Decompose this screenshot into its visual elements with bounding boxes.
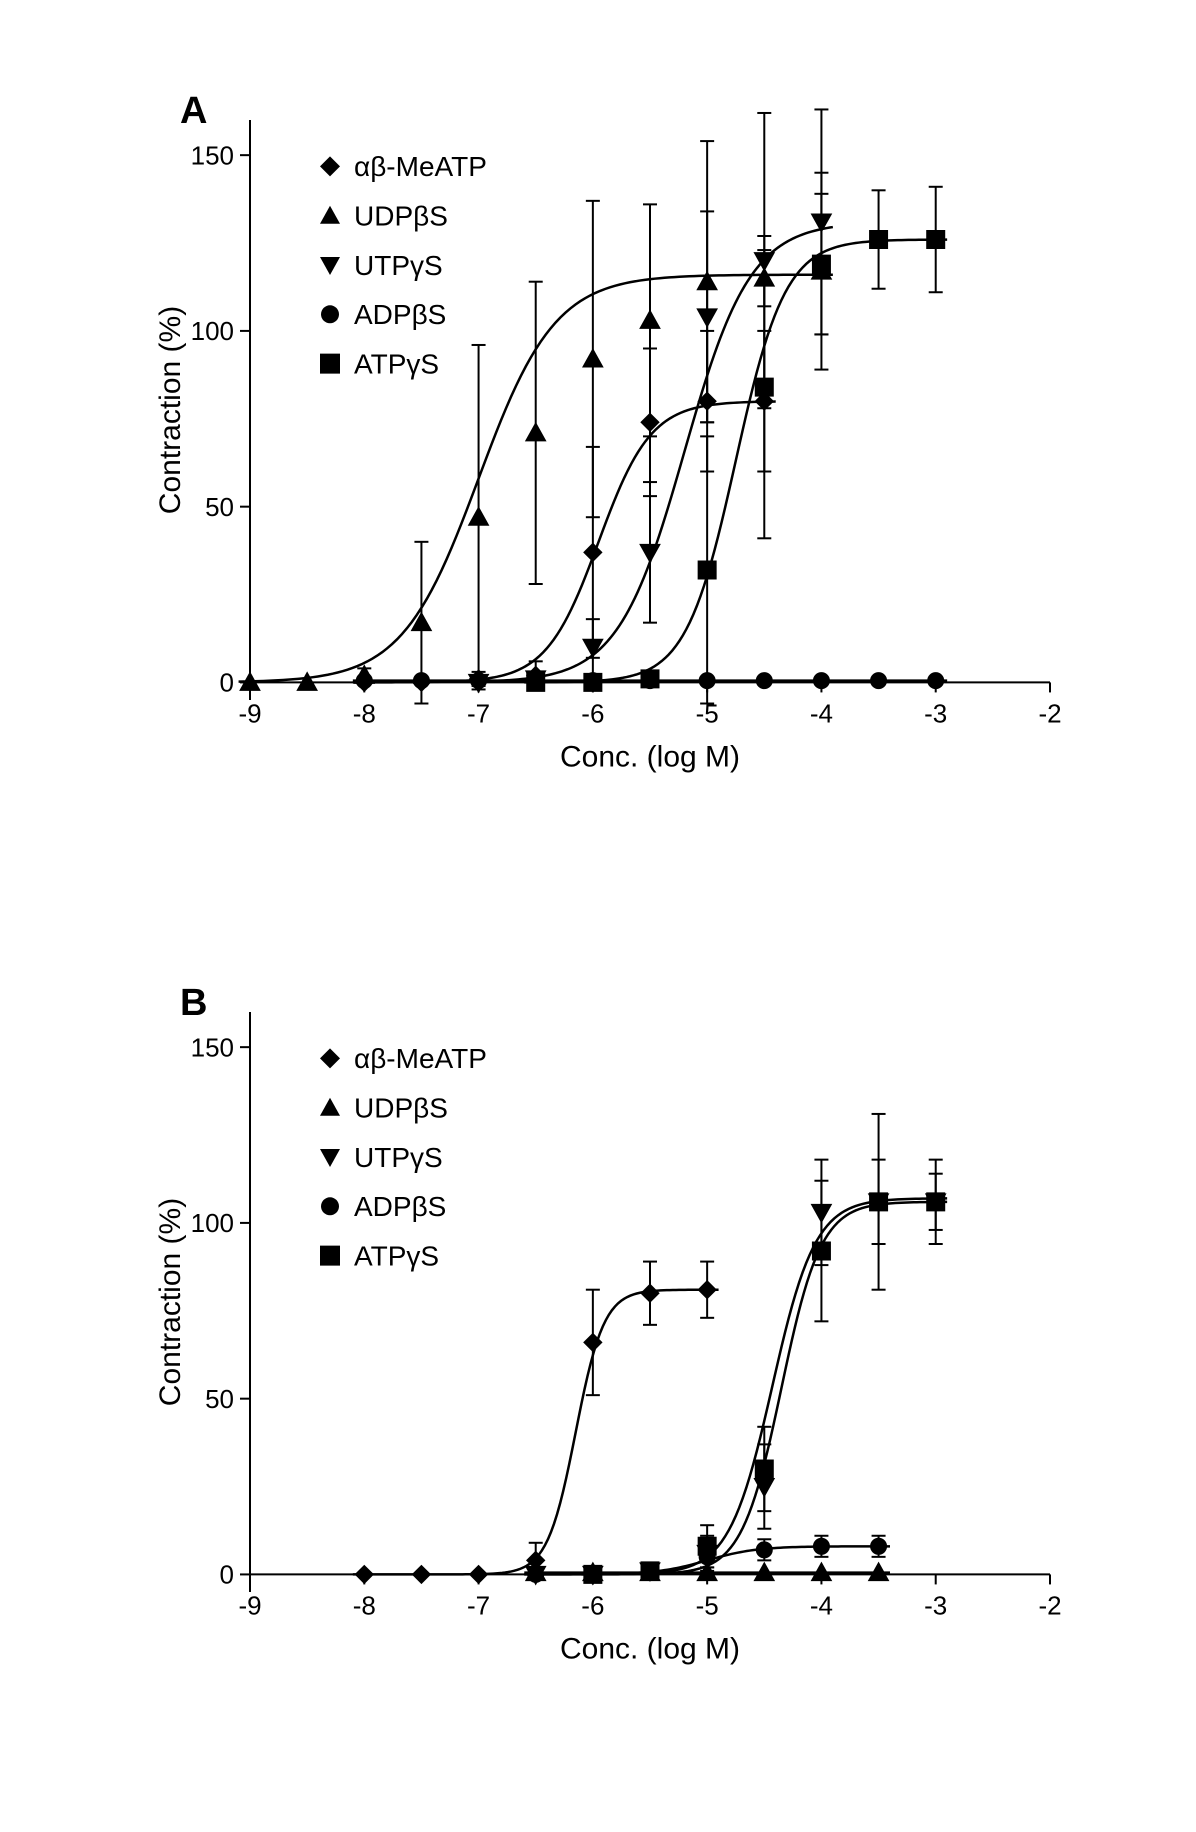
marker-ADPbS — [471, 673, 487, 689]
curve-UTPgS — [524, 1198, 947, 1574]
legend-marker-square-icon — [320, 354, 340, 374]
y-tick-label: 150 — [191, 140, 234, 170]
x-tick-label: -7 — [467, 698, 490, 728]
marker-abMeATP — [355, 1565, 373, 1583]
marker-ATPgS — [755, 1460, 773, 1478]
marker-UTPgS — [811, 214, 831, 232]
chart-A: -9-8-7-6-5-4-3-2Conc. (log M)050100150Co… — [140, 100, 1080, 800]
marker-ATPgS — [755, 378, 773, 396]
legend-marker-circle-icon — [321, 305, 339, 323]
x-tick-label: -8 — [353, 1590, 376, 1620]
x-tick-label: -6 — [581, 1590, 604, 1620]
x-tick-label: -8 — [353, 698, 376, 728]
marker-ATPgS — [870, 1193, 888, 1211]
legend-marker-triangle-down-icon — [320, 257, 340, 275]
marker-ATPgS — [812, 255, 830, 273]
marker-ADPbS — [871, 1538, 887, 1554]
x-tick-label: -9 — [238, 698, 261, 728]
marker-UDPbS — [640, 310, 660, 328]
y-tick-label: 0 — [220, 1560, 234, 1590]
legend-label: ADPβS — [354, 299, 446, 330]
marker-ATPgS — [927, 231, 945, 249]
marker-UDPbS — [469, 507, 489, 525]
x-axis-label: Conc. (log M) — [560, 740, 740, 773]
marker-ATPgS — [812, 1242, 830, 1260]
legend-label: ATPγS — [354, 348, 439, 379]
marker-ATPgS — [927, 1193, 945, 1211]
legend-marker-triangle-down-icon — [320, 1149, 340, 1167]
y-tick-label: 100 — [191, 1208, 234, 1238]
marker-ATPgS — [641, 1562, 659, 1580]
legend-label: αβ-MeATP — [354, 151, 487, 182]
marker-ATPgS — [641, 670, 659, 688]
marker-abMeATP — [641, 1284, 659, 1302]
y-axis-label: Contraction (%) — [154, 306, 187, 514]
x-tick-label: -9 — [238, 1590, 261, 1620]
legend-label: ADPβS — [354, 1191, 446, 1222]
x-tick-label: -2 — [1038, 698, 1061, 728]
marker-ADPbS — [413, 673, 429, 689]
legend-label: ATPγS — [354, 1240, 439, 1271]
marker-abMeATP — [412, 1565, 430, 1583]
marker-ADPbS — [813, 673, 829, 689]
x-tick-label: -6 — [581, 698, 604, 728]
x-tick-label: -4 — [810, 698, 833, 728]
legend-label: UTPγS — [354, 1142, 443, 1173]
legend-label: UDPβS — [354, 201, 448, 232]
marker-UTPgS — [811, 1204, 831, 1222]
marker-abMeATP — [470, 1565, 488, 1583]
marker-ATPgS — [698, 561, 716, 579]
marker-ADPbS — [756, 673, 772, 689]
marker-ADPbS — [699, 673, 715, 689]
figure-container: A -9-8-7-6-5-4-3-2Conc. (log M)050100150… — [0, 0, 1196, 1832]
panel-a: -9-8-7-6-5-4-3-2Conc. (log M)050100150Co… — [140, 100, 1080, 800]
y-tick-label: 150 — [191, 1032, 234, 1062]
marker-UDPbS — [411, 613, 431, 631]
marker-abMeATP — [698, 1281, 716, 1299]
x-tick-label: -3 — [924, 698, 947, 728]
y-tick-label: 50 — [205, 492, 234, 522]
marker-ADPbS — [528, 1566, 544, 1582]
marker-UDPbS — [583, 349, 603, 367]
legend-label: UDPβS — [354, 1093, 448, 1124]
marker-UTPgS — [640, 544, 660, 562]
x-tick-label: -4 — [810, 1590, 833, 1620]
x-tick-label: -7 — [467, 1590, 490, 1620]
curve-ATPgS — [524, 240, 947, 683]
legend-marker-diamond-icon — [320, 156, 340, 176]
marker-ATPgS — [870, 231, 888, 249]
legend-marker-triangle-up-icon — [320, 1098, 340, 1116]
marker-ADPbS — [813, 1538, 829, 1554]
marker-UDPbS — [526, 423, 546, 441]
legend-marker-circle-icon — [321, 1197, 339, 1215]
marker-ADPbS — [756, 1542, 772, 1558]
y-tick-label: 50 — [205, 1384, 234, 1414]
marker-ADPbS — [356, 673, 372, 689]
chart-B: -9 -8 -7 -6 -5 -4 -3 -2 Conc. (log M) 0 50 100 150 Co… — [140, 992, 1080, 1692]
legend-marker-diamond-icon — [320, 1048, 340, 1068]
marker-abMeATP — [584, 543, 602, 561]
marker-ATPgS — [584, 673, 602, 691]
y-axis-label: Contraction (%) — [154, 1198, 187, 1406]
y-tick-label: 0 — [220, 668, 234, 698]
marker-ADPbS — [871, 673, 887, 689]
marker-UTPgS — [697, 309, 717, 327]
legend-marker-square-icon — [320, 1246, 340, 1266]
marker-ATPgS — [698, 1537, 716, 1555]
x-axis-label: Conc. (log M) — [560, 1632, 740, 1665]
legend-marker-triangle-up-icon — [320, 206, 340, 224]
curve-abMeATP — [353, 1290, 719, 1575]
marker-ADPbS — [928, 673, 944, 689]
x-tick-label: -5 — [696, 1590, 719, 1620]
marker-ATPgS — [527, 673, 545, 691]
panel-b: -9 -8 -7 -6 -5 -4 -3 -2 Conc. (log M) 0 50 100 150 Co… — [140, 992, 1080, 1692]
legend-label: αβ-MeATP — [354, 1043, 487, 1074]
x-tick-label: -2 — [1038, 1590, 1061, 1620]
x-tick-label: -3 — [924, 1590, 947, 1620]
y-tick-label: 100 — [191, 316, 234, 346]
marker-ATPgS — [584, 1565, 602, 1583]
legend-label: UTPγS — [354, 250, 443, 281]
